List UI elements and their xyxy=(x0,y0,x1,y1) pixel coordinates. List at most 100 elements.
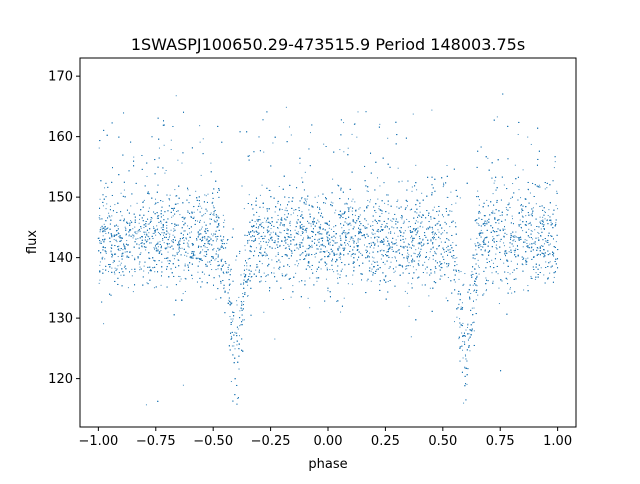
data-point xyxy=(146,282,148,284)
data-point xyxy=(284,214,286,216)
data-point xyxy=(316,280,318,282)
data-point xyxy=(406,292,408,294)
data-point xyxy=(186,238,188,240)
data-point xyxy=(419,215,421,217)
data-point xyxy=(338,254,340,256)
data-point xyxy=(437,222,439,224)
data-point xyxy=(527,257,529,259)
data-point xyxy=(299,228,301,230)
data-point xyxy=(148,232,150,234)
data-point xyxy=(469,350,471,352)
data-point xyxy=(400,231,402,233)
data-point xyxy=(228,299,230,301)
data-point xyxy=(480,229,482,231)
data-point xyxy=(222,214,224,216)
data-point xyxy=(258,243,260,245)
data-point xyxy=(177,203,179,205)
data-point xyxy=(460,271,462,273)
data-point xyxy=(278,185,280,187)
data-point xyxy=(394,270,396,272)
data-point xyxy=(199,141,201,143)
data-point xyxy=(143,227,145,229)
data-point xyxy=(388,212,390,214)
data-point xyxy=(478,267,480,268)
data-point xyxy=(287,243,289,245)
data-point xyxy=(232,320,234,322)
data-point xyxy=(479,212,481,214)
data-point xyxy=(451,210,453,212)
data-point xyxy=(393,227,395,229)
data-point xyxy=(446,165,448,166)
data-point xyxy=(434,271,436,273)
data-point xyxy=(288,247,290,249)
data-point xyxy=(169,199,171,201)
data-point xyxy=(337,247,339,249)
data-point xyxy=(317,239,319,241)
data-point xyxy=(366,190,368,192)
data-point xyxy=(308,246,310,248)
data-point xyxy=(514,235,516,237)
data-point xyxy=(153,232,155,234)
data-point xyxy=(370,270,372,272)
data-point xyxy=(429,251,431,253)
data-point xyxy=(445,297,447,299)
data-point xyxy=(143,270,145,272)
data-point xyxy=(248,239,250,241)
data-point xyxy=(527,223,529,225)
data-point xyxy=(459,197,461,199)
data-point xyxy=(261,254,263,256)
data-point xyxy=(372,260,374,262)
data-point xyxy=(495,247,497,249)
data-point xyxy=(476,222,478,224)
data-point xyxy=(406,218,408,220)
data-point xyxy=(173,228,175,230)
data-point xyxy=(332,178,334,180)
data-point xyxy=(432,243,434,245)
data-point xyxy=(125,234,127,236)
data-point xyxy=(173,230,175,232)
data-point xyxy=(346,232,348,234)
data-point xyxy=(431,109,433,111)
data-point xyxy=(413,252,415,254)
data-point xyxy=(478,212,480,214)
data-point xyxy=(308,262,310,264)
data-point xyxy=(506,208,508,210)
data-point xyxy=(205,265,207,267)
data-point xyxy=(136,202,138,204)
data-point xyxy=(145,404,147,406)
data-point xyxy=(263,232,265,234)
data-point xyxy=(379,123,381,125)
data-point xyxy=(480,232,482,234)
data-point xyxy=(183,269,185,271)
data-point xyxy=(369,252,371,254)
data-point xyxy=(198,234,200,236)
data-point xyxy=(215,298,217,300)
data-point xyxy=(418,260,420,262)
data-point xyxy=(526,242,528,244)
data-point xyxy=(109,205,111,207)
data-point xyxy=(329,269,331,271)
data-point xyxy=(376,269,378,271)
data-point xyxy=(153,226,154,228)
data-point xyxy=(538,233,540,235)
data-point xyxy=(238,296,240,298)
data-point xyxy=(412,260,414,262)
data-point xyxy=(543,253,545,255)
data-point xyxy=(268,258,270,260)
data-point xyxy=(528,228,530,230)
data-point xyxy=(335,254,337,256)
data-point xyxy=(257,266,259,268)
data-point xyxy=(298,248,300,250)
data-point xyxy=(207,261,209,263)
data-point xyxy=(440,266,442,268)
data-point xyxy=(550,235,552,237)
data-point xyxy=(357,241,359,243)
data-point xyxy=(472,284,474,286)
data-point xyxy=(409,209,411,211)
data-point xyxy=(343,297,345,299)
data-point xyxy=(309,277,311,279)
data-point xyxy=(111,267,113,269)
data-point xyxy=(155,244,156,246)
data-point xyxy=(261,184,263,186)
data-point xyxy=(328,256,330,258)
